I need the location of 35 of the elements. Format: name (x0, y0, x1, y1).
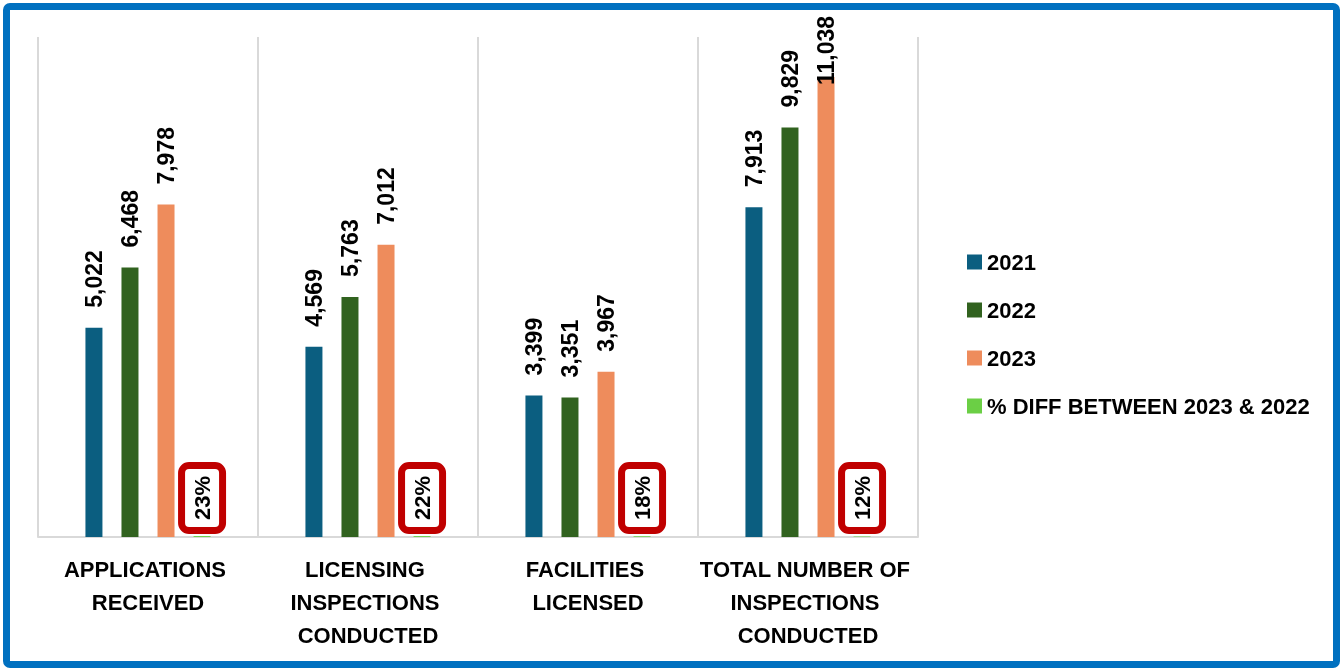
bar (85, 327, 103, 537)
bar (305, 346, 323, 537)
bar (525, 395, 543, 537)
data-label: 7,978 (153, 126, 180, 185)
x-tick-label: LICENSING INSPECTIONS CONDUCTED (290, 557, 446, 648)
x-tick-label: APPLICATIONS RECEIVED (63, 557, 233, 615)
data-label: 18% (629, 475, 655, 520)
bar (157, 204, 175, 537)
data-label: 22% (409, 475, 435, 520)
bar (781, 127, 799, 537)
bar (561, 397, 579, 537)
data-label: 5,022 (80, 250, 107, 308)
data-label: 7,913 (740, 129, 767, 188)
data-label: 6,468 (116, 189, 143, 248)
bar (377, 244, 395, 537)
data-label: 7,012 (373, 167, 400, 225)
x-tick-label: FACILITIES LICENSED (525, 557, 651, 615)
x-tick-label: TOTAL NUMBER OF INSPECTIONS CONDUCTED (699, 557, 917, 648)
legend-label: % DIFF BETWEEN 2023 & 2022 (987, 393, 1310, 419)
data-label: 23% (189, 475, 215, 520)
data-label: 5,763 (336, 219, 363, 277)
bar (341, 296, 359, 537)
data-label: 3,967 (593, 294, 620, 352)
data-label: 3,351 (556, 319, 583, 378)
data-label: 3,399 (520, 317, 547, 376)
data-label: 4,569 (300, 269, 327, 327)
legend-label: 2022 (987, 297, 1036, 323)
data-label: 12% (849, 475, 875, 520)
data-label: 11,038 (813, 15, 840, 86)
legend-label: 2021 (987, 249, 1036, 275)
bar (121, 267, 139, 537)
bar (745, 207, 763, 537)
legend-label: 2023 (987, 345, 1036, 371)
data-label: 9,829 (776, 49, 803, 108)
bar (597, 371, 615, 537)
